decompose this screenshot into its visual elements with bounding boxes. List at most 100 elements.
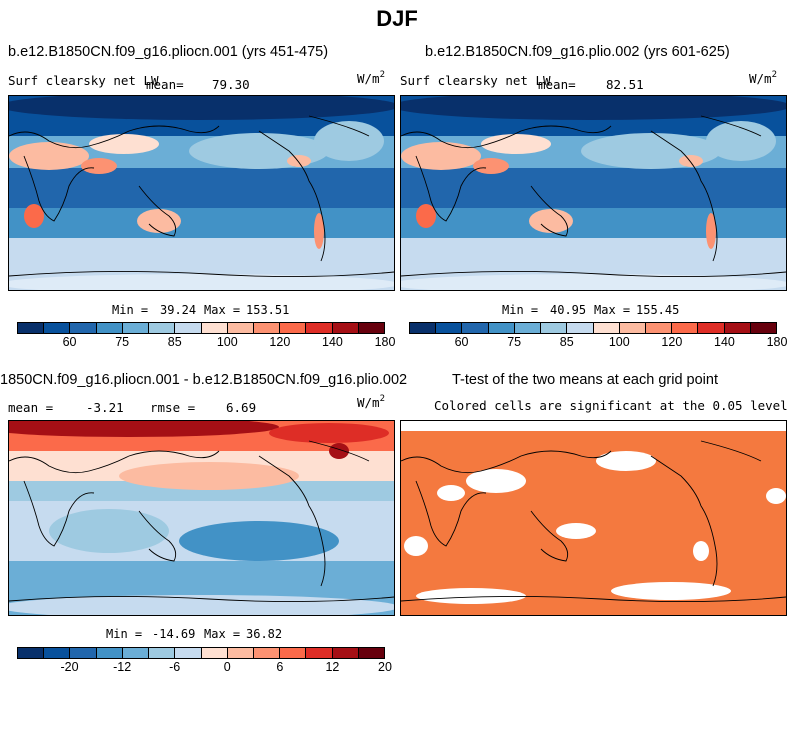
colorbar-tick-label: 85	[559, 335, 574, 349]
figure-title: DJF	[376, 6, 418, 31]
panel2-sahara	[401, 142, 481, 170]
colorbar-tick-label: 140	[713, 335, 735, 349]
panel1-colorbar-swatch	[332, 323, 359, 333]
panel2-colorbar-swatch	[724, 323, 751, 333]
colorbar-tick-label: -12	[113, 660, 132, 674]
panel1-n-atlantic	[314, 121, 384, 161]
panel3-colorbar-swatch	[201, 648, 228, 658]
panel2-colorbar-swatch	[462, 323, 489, 333]
panel3-colorbar-swatch	[332, 648, 359, 658]
panel4-gap-6	[556, 523, 596, 539]
panel3-colorbar-swatch	[175, 648, 202, 658]
panel2-tropic-band	[401, 168, 786, 208]
panel2-colorbar-swatch	[593, 323, 620, 333]
panel1-max-value: 153.51	[246, 303, 290, 317]
panel4-map-svg	[401, 421, 786, 615]
panel2-coastlines	[401, 115, 786, 278]
panel2-max-value: 155.45	[636, 303, 680, 317]
panel2-arctic	[401, 96, 786, 120]
panel2-mex	[679, 155, 703, 167]
panel4-coastlines	[401, 440, 786, 603]
panel1-variable: Surf clearsky net LW	[8, 73, 159, 88]
colorbar-tick-label: 100	[608, 335, 630, 349]
panel3-max-label: Max =	[204, 627, 241, 641]
panel3-colorbar-swatch	[149, 648, 176, 658]
colorbar-tick-label: 60	[454, 335, 469, 349]
panel4-gap-2	[466, 469, 526, 493]
colorbar-tick-label: 140	[321, 335, 343, 349]
panel1-andes	[314, 213, 324, 249]
panel3-colorbar-swatch	[122, 648, 150, 658]
colorbar-tick-label: 85	[167, 335, 182, 349]
panel1-title: b.e12.B1850CN.f09_g16.pliocn.001 (yrs 45…	[8, 44, 329, 60]
panel1-colorbar-swatch	[306, 323, 333, 333]
panel4-title: T-test of the two means at each grid poi…	[452, 372, 718, 388]
panel3-min-label: Min =	[106, 627, 143, 641]
colorbar-tick-label: 180	[374, 335, 396, 349]
colorbar-tick-label: 75	[507, 335, 522, 349]
panel4-gap-4	[404, 536, 428, 556]
panel1-colorbar-swatch	[280, 323, 307, 333]
panel2-colorbar-swatch	[514, 323, 542, 333]
panel3-arctic-core	[9, 421, 279, 437]
panel2-max-label: Max =	[594, 303, 631, 317]
panel1-colorbar	[17, 322, 385, 334]
panel2-title: b.e12.B1850CN.f09_g16.plio.002 (yrs 601-…	[425, 44, 730, 60]
panel1-mean-label: mean=	[146, 77, 184, 92]
panel1-colorbar-swatch	[96, 323, 123, 333]
panel1-min-label: Min =	[112, 303, 149, 317]
panel1-coastlines	[9, 115, 394, 278]
panel4-gap-3	[437, 485, 465, 501]
panel1-mean-value: 79.30	[212, 77, 250, 92]
panel2-arabia	[473, 158, 509, 174]
panel3-s-pacific	[179, 521, 339, 561]
panel3-title: 1850CN.f09_g16.pliocn.001 - b.e12.B1850C…	[0, 372, 408, 388]
panel3-rmse-value: 6.69	[226, 400, 257, 415]
colorbar-tick-label: 0	[223, 660, 231, 674]
panel1-colorbar-swatch	[70, 323, 97, 333]
panel2-colorbar-swatch	[488, 323, 515, 333]
panel3-colorbar	[17, 647, 385, 659]
colorbar-tick-label: 75	[115, 335, 130, 349]
colorbar-tick-label: 120	[661, 335, 683, 349]
panel2-asia-dry	[481, 134, 551, 154]
panel3-kamchatka	[329, 443, 349, 459]
panel2-min-label: Min =	[502, 303, 539, 317]
panel2-variable: Surf clearsky net LW	[400, 73, 551, 88]
panel2-colorbar-swatch	[541, 323, 568, 333]
panel2-colorbar-swatch	[436, 323, 463, 333]
colorbar-tick-label: 120	[269, 335, 291, 349]
panel2-colorbar-swatch	[410, 323, 437, 333]
panel4-arctic-gap	[401, 421, 786, 431]
panel1-arabia	[81, 158, 117, 174]
colorbar-tick-label: -20	[60, 660, 79, 674]
panel3-colorbar-swatch	[44, 648, 71, 658]
panel3-colorbar-swatch	[227, 648, 254, 658]
colorbar-tick-label: 180	[766, 335, 788, 349]
panel3-units: W/m2	[357, 394, 385, 410]
panel1-colorbar-swatch	[253, 323, 281, 333]
panel2-colorbar-swatch	[619, 323, 646, 333]
panel4-gap-1	[596, 451, 656, 471]
panel1-max-label: Max =	[204, 303, 241, 317]
colorbar-tick-label: 12	[325, 660, 340, 674]
panel2-colorbar-swatch	[645, 323, 673, 333]
colorbar-tick-label: 100	[216, 335, 238, 349]
panel1-mid-south	[9, 206, 394, 238]
panel2-map	[400, 95, 787, 291]
panel1-sahara	[9, 142, 89, 170]
panel3-pacific-warm	[119, 462, 299, 490]
panel3-colorbar-swatch	[18, 648, 45, 658]
panel1-colorbar-swatch	[227, 323, 254, 333]
panel3-colorbar-swatch	[358, 648, 385, 658]
panel1-colorbar-swatch	[18, 323, 45, 333]
panel2-units: W/m2	[749, 70, 777, 86]
panel4-map	[400, 420, 787, 616]
panel1-colorbar-swatch	[149, 323, 176, 333]
panel1-map-svg	[9, 96, 394, 290]
colorbar-tick-label: 6	[276, 660, 284, 674]
panel1-mex	[287, 155, 311, 167]
panel4-gap-5	[766, 488, 786, 504]
panel2-colorbar-swatch	[750, 323, 777, 333]
panel3-map-svg	[9, 421, 394, 615]
